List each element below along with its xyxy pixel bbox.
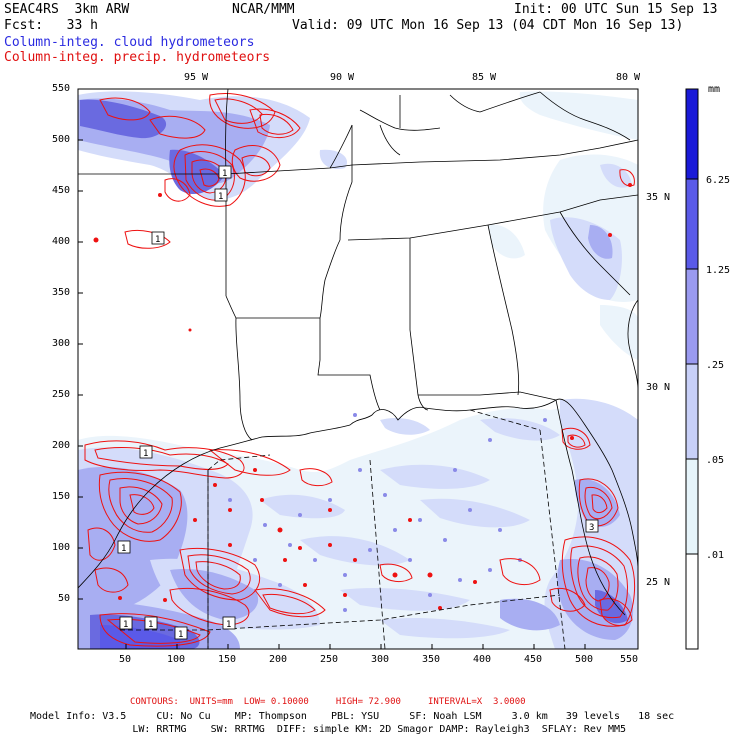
contour-label: 1 [143, 449, 148, 459]
model-info-line-1: Model Info: V3.5 CU: No Cu MP: Thompson … [30, 711, 675, 722]
colorbar-label: .05 [706, 455, 725, 466]
x-tick-label: 350 [422, 654, 441, 665]
colorbar-label: 6.25 [706, 175, 731, 186]
contour-label: 1 [155, 235, 160, 245]
colorbar-label: .25 [706, 360, 725, 371]
colorbar-unit: mm [708, 84, 721, 95]
colorbar-label: .01 [706, 550, 725, 561]
y-tick-label: 550 [52, 83, 71, 94]
latitude-label: 25 N [646, 577, 671, 588]
offshore-boundaries [120, 409, 566, 649]
x-tick-label: 150 [218, 654, 237, 665]
y-tick-label: 300 [52, 338, 71, 349]
valid-time: Valid: 09 UTC Mon 16 Sep 13 (04 CDT Mon … [292, 18, 684, 33]
y-tick-label: 250 [52, 389, 71, 400]
colorbar-swatch [686, 554, 698, 649]
latitude-label: 30 N [646, 382, 671, 393]
y-tick-label: 100 [52, 542, 71, 553]
colorbar-swatch [686, 179, 698, 269]
init-time: Init: 00 UTC Sun 15 Sep 13 [514, 2, 718, 17]
y-tick-label: 350 [52, 287, 71, 298]
x-tick-label: 450 [524, 654, 543, 665]
x-tick-label: 200 [269, 654, 288, 665]
contour-label: 1 [222, 169, 227, 179]
longitude-label: 85 W [472, 72, 497, 83]
cloud-speckles [228, 413, 547, 612]
y-tick-label: 450 [52, 185, 71, 196]
x-tick-label: 250 [320, 654, 339, 665]
field-precip-label: Column-integ. precip. hydrometeors [4, 50, 271, 65]
contour-label: 1 [148, 620, 153, 630]
x-tick-label: 50 [119, 654, 132, 665]
contour-labels: 1 1 1 1 1 1 3 1 1 1 [117, 165, 599, 640]
x-tick-label: 100 [167, 654, 186, 665]
y-tick-label: 500 [52, 134, 71, 145]
y-tick-label: 50 [58, 593, 71, 604]
model-title: SEAC4RS 3km ARW [4, 2, 130, 17]
colorbar-swatch [686, 89, 698, 179]
y-tick-label: 150 [52, 491, 71, 502]
political-boundaries [78, 89, 638, 649]
colorbar [685, 88, 699, 650]
colorbar-label: 1.25 [706, 265, 731, 276]
y-tick-label: 400 [52, 236, 71, 247]
org-label: NCAR/MMM [232, 2, 295, 17]
precip-contours [84, 93, 635, 647]
contour-label: 3 [589, 523, 594, 533]
contour-info: CONTOURS: UNITS=mm LOW= 0.10000 HIGH= 72… [130, 697, 526, 707]
field-cloud-label: Column-integ. cloud hydrometeors [4, 35, 255, 50]
contour-label: 1 [178, 630, 183, 640]
latitude-label: 35 N [646, 192, 671, 203]
cloud-hydrometeor-fill [78, 91, 638, 649]
forecast-hour: Fcst: 33 h [4, 18, 98, 33]
map-frame [77, 88, 639, 650]
colorbar-swatch [686, 364, 698, 459]
x-tick-label: 500 [575, 654, 594, 665]
precip-dots [93, 183, 632, 610]
longitude-label: 90 W [330, 72, 355, 83]
colorbar-swatch [686, 459, 698, 554]
model-info-line-2: LW: RRTMG SW: RRTMG DIFF: simple KM: 2D … [30, 724, 627, 735]
x-tick-label: 400 [473, 654, 492, 665]
contour-label: 1 [226, 620, 231, 630]
x-tick-label: 550 [620, 654, 639, 665]
longitude-label: 80 W [616, 72, 641, 83]
longitude-label: 95 W [184, 72, 209, 83]
contour-label: 1 [218, 192, 223, 202]
colorbar-swatch [686, 269, 698, 364]
contour-label: 1 [121, 544, 126, 554]
x-tick-label: 300 [371, 654, 390, 665]
contour-label: 1 [123, 620, 128, 630]
axis-ticks [78, 139, 586, 649]
y-tick-label: 200 [52, 440, 71, 451]
